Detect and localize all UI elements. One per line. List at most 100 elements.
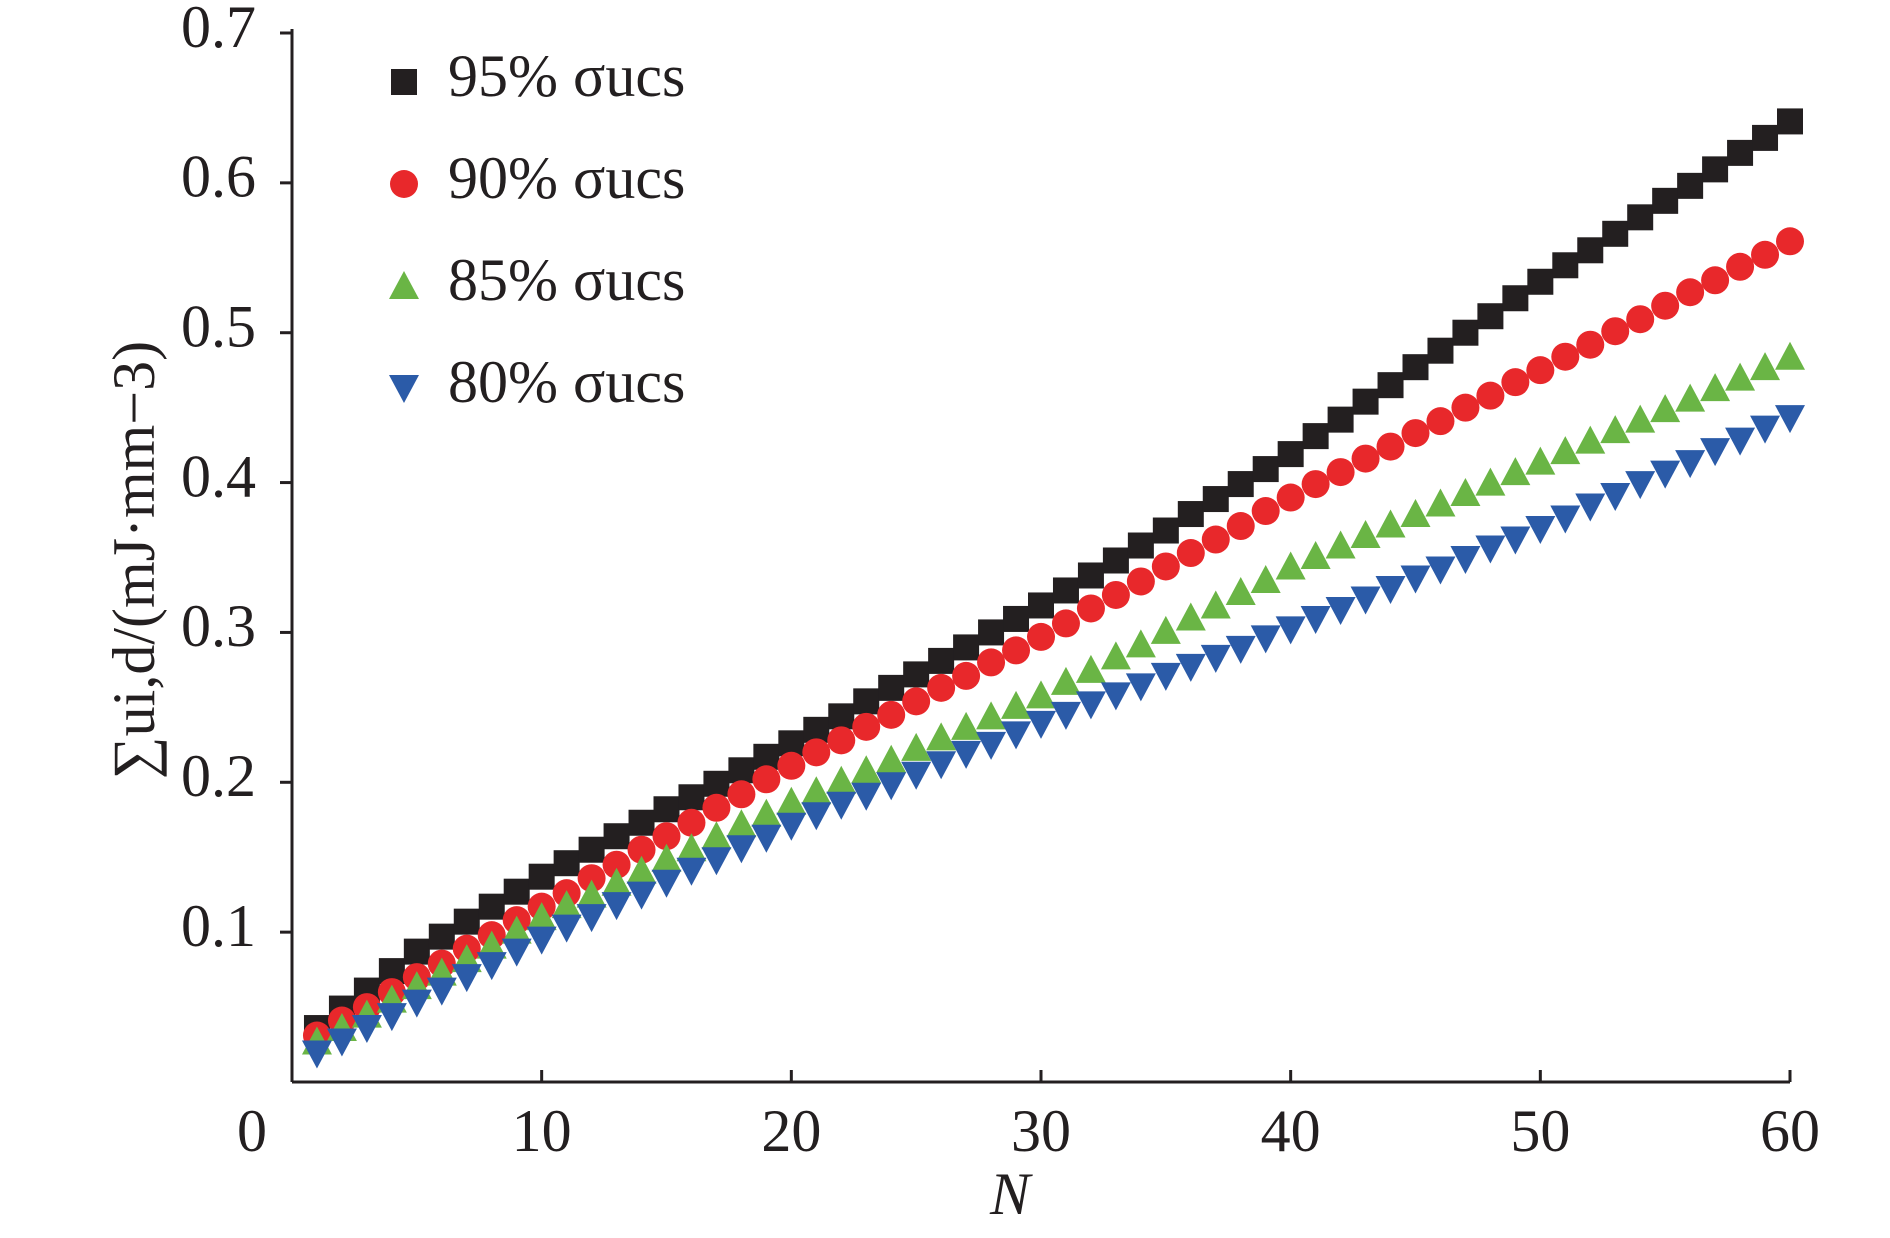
marker — [1750, 352, 1781, 381]
marker — [1577, 237, 1604, 264]
marker — [726, 835, 757, 864]
marker — [1026, 680, 1056, 709]
marker — [1402, 354, 1429, 381]
marker — [651, 869, 682, 898]
marker — [376, 1003, 407, 1032]
marker — [953, 634, 980, 661]
marker — [1702, 156, 1729, 183]
marker — [1701, 266, 1730, 295]
marker — [876, 772, 907, 801]
marker — [601, 892, 632, 921]
marker — [1500, 526, 1531, 555]
legend-marker — [391, 69, 417, 95]
marker — [1525, 516, 1556, 545]
marker — [501, 915, 532, 944]
marker — [1201, 525, 1230, 554]
marker — [1426, 407, 1455, 436]
marker — [1027, 622, 1055, 651]
marker — [1425, 556, 1456, 585]
marker — [401, 989, 432, 1018]
marker — [977, 648, 1006, 677]
marker — [626, 855, 657, 884]
marker — [801, 776, 832, 805]
marker — [1325, 596, 1356, 625]
marker — [653, 796, 680, 823]
marker — [652, 822, 681, 851]
marker — [1125, 629, 1156, 658]
marker — [928, 647, 955, 674]
marker — [1425, 488, 1456, 517]
marker — [577, 864, 606, 893]
y-tick-label: 0.3 — [181, 593, 256, 659]
marker — [351, 1015, 382, 1044]
marker — [451, 964, 482, 993]
marker — [1427, 337, 1454, 364]
marker — [626, 881, 657, 910]
marker — [1576, 330, 1605, 359]
marker — [1502, 285, 1529, 312]
marker — [703, 770, 730, 797]
marker — [551, 890, 582, 919]
marker — [853, 688, 880, 715]
marker — [1677, 172, 1704, 199]
marker — [1751, 240, 1780, 269]
legend-marker — [389, 375, 419, 403]
y-tick-label: 0.4 — [181, 443, 256, 509]
marker — [1725, 362, 1756, 391]
marker — [1776, 227, 1804, 256]
marker — [678, 784, 705, 811]
marker — [1475, 535, 1506, 564]
marker — [1452, 319, 1479, 346]
marker — [1150, 662, 1181, 691]
marker — [1102, 547, 1129, 574]
marker — [676, 857, 707, 886]
marker — [553, 850, 580, 877]
marker — [903, 661, 930, 688]
marker — [576, 879, 607, 908]
marker — [1300, 605, 1331, 634]
marker — [1050, 701, 1081, 730]
marker — [926, 722, 957, 751]
x-tick-label: 0 — [237, 1098, 267, 1164]
marker — [1052, 577, 1079, 604]
marker — [602, 850, 631, 879]
marker — [1225, 576, 1256, 605]
marker — [1676, 278, 1705, 307]
marker — [578, 836, 605, 863]
marker — [1225, 635, 1256, 664]
marker — [828, 703, 855, 730]
marker — [1675, 450, 1706, 479]
marker — [1250, 564, 1281, 593]
marker — [1326, 458, 1355, 487]
marker — [878, 674, 905, 701]
marker — [1252, 456, 1279, 483]
marker — [1150, 615, 1181, 644]
marker — [1777, 108, 1803, 135]
marker — [1550, 436, 1581, 465]
marker — [501, 938, 532, 967]
marker — [776, 812, 807, 841]
marker — [1076, 594, 1105, 623]
marker — [1028, 592, 1054, 619]
marker — [1400, 499, 1431, 528]
marker — [1525, 446, 1556, 475]
marker — [1300, 541, 1331, 570]
marker — [1026, 710, 1056, 739]
marker — [1175, 602, 1206, 631]
marker — [802, 738, 831, 767]
marker — [1475, 467, 1506, 496]
marker — [503, 878, 530, 905]
y-tick-label: 0.2 — [181, 743, 256, 809]
marker — [1750, 415, 1781, 444]
marker — [1700, 438, 1731, 467]
marker — [1325, 530, 1356, 559]
marker — [1352, 388, 1379, 415]
marker — [1177, 501, 1204, 528]
marker — [1327, 406, 1354, 433]
marker — [1550, 505, 1581, 534]
marker — [927, 673, 956, 702]
marker — [1251, 497, 1280, 526]
marker — [526, 902, 557, 931]
marker — [1176, 539, 1205, 568]
marker — [951, 740, 982, 769]
